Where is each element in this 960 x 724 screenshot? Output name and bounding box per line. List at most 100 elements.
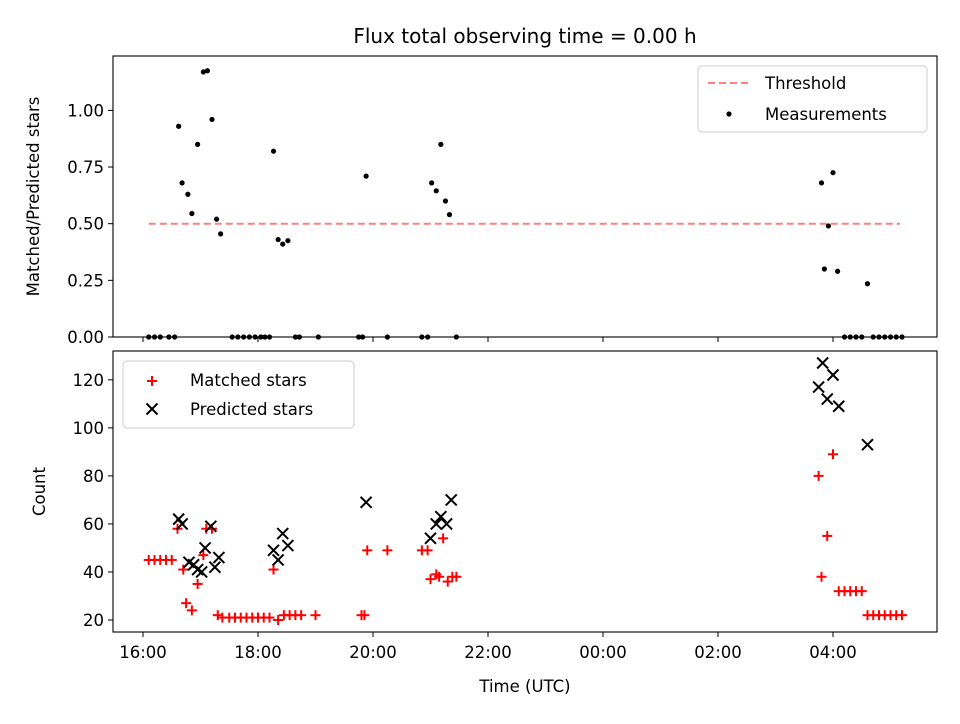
measurement-point <box>315 334 321 340</box>
predicted-star-point <box>816 356 829 370</box>
matched-star-point <box>438 533 449 544</box>
matched-star-point <box>828 449 838 460</box>
legend-measurement-swatch <box>726 111 732 117</box>
x-b <box>281 539 295 552</box>
measurement-point <box>270 148 277 154</box>
predicted-star-point <box>424 532 437 545</box>
x-tick-label: 00:00 <box>579 643 627 662</box>
measurement-point <box>446 212 453 218</box>
plot-frame <box>112 350 938 633</box>
measurement-point <box>882 334 888 340</box>
matched-star-point <box>897 610 907 621</box>
measurement-point <box>146 334 152 340</box>
predicted-star-point <box>434 510 448 523</box>
matched-star-point <box>268 564 279 575</box>
matched-star-point <box>273 614 284 625</box>
legend-predicted-label: Predicted stars <box>190 400 313 419</box>
matched-star-point <box>181 598 192 609</box>
measurement-point <box>285 238 291 244</box>
y-tick-label: 1.00 <box>67 101 104 120</box>
measurement-point <box>214 216 220 222</box>
measurement-point <box>899 334 905 340</box>
x-axis-label: Time (UTC) <box>478 677 570 696</box>
measurement-point <box>864 281 871 287</box>
x-b <box>191 563 204 576</box>
predicted-star-point <box>826 368 840 382</box>
matched-star-point <box>264 612 275 623</box>
measurement-point <box>252 334 258 340</box>
measurement-point <box>235 334 241 340</box>
legend-frame <box>697 65 928 133</box>
y-tick-label: 20 <box>83 611 104 630</box>
plot-frame <box>112 55 938 338</box>
measurement-point <box>419 334 425 340</box>
matched-star-point <box>212 610 223 621</box>
x-b <box>359 496 373 509</box>
measurement-point <box>209 116 215 123</box>
measurement-point <box>438 141 444 147</box>
measurement-point <box>218 231 224 237</box>
matched-star-point <box>425 574 436 585</box>
measurement-point <box>151 334 158 340</box>
predicted-star-point <box>208 560 222 574</box>
x-tick-label: 02:00 <box>694 643 742 662</box>
measurement-point <box>246 334 252 340</box>
predicted-star-point <box>832 400 845 413</box>
measurement-point <box>195 141 201 147</box>
x-b <box>430 517 443 531</box>
matched-star-point <box>451 571 462 582</box>
data-layer <box>146 68 905 340</box>
y-axis-label: Count <box>30 466 49 516</box>
predicted-star-point <box>204 520 218 533</box>
measurement-point <box>229 334 235 340</box>
measurement-point <box>847 334 853 340</box>
measurement-point <box>356 334 362 340</box>
measurement-point <box>841 334 848 340</box>
matched-star-point <box>296 610 307 621</box>
measurement-point <box>442 198 449 204</box>
predicted-star-point <box>212 551 226 564</box>
predicted-star-point <box>267 544 280 557</box>
matched-star-point <box>359 610 370 621</box>
x-b <box>267 544 280 557</box>
x-b <box>816 356 829 370</box>
measurement-point <box>830 170 836 176</box>
measurement-point <box>887 334 894 340</box>
legend-matched-label: Matched stars <box>190 371 307 390</box>
x-b <box>444 493 458 507</box>
measurement-point <box>859 334 865 340</box>
matched-star-point <box>442 576 453 587</box>
x-b <box>424 532 437 545</box>
measurement-point <box>258 334 264 340</box>
predicted-star-point <box>861 438 874 451</box>
measurement-point <box>157 334 163 340</box>
measurement-point <box>425 334 431 340</box>
matched-star-point <box>362 545 373 556</box>
y-tick-label: 120 <box>73 371 105 390</box>
matched-star-point <box>198 550 209 561</box>
y-axis-label: Matched/Predicted stars <box>24 97 43 297</box>
measurement-point <box>185 191 191 197</box>
predicted-star-point <box>281 539 295 552</box>
measurement-point <box>179 180 185 186</box>
predicted-star-point <box>430 517 443 531</box>
measurement-point <box>453 334 459 340</box>
y-tick-label: 80 <box>83 467 104 486</box>
measurement-point <box>433 188 439 194</box>
measurement-point <box>853 334 859 340</box>
x-tick-label: 18:00 <box>234 643 282 662</box>
measurement-point <box>296 334 302 340</box>
measurement-point <box>275 236 281 243</box>
predicted-star-point <box>812 380 825 394</box>
x-tick-label: 20:00 <box>349 643 397 662</box>
measurement-point <box>825 223 832 229</box>
x-b <box>440 517 453 531</box>
measurement-point <box>200 69 206 75</box>
matched-star-point <box>856 586 867 597</box>
legend: Matched stars Predicted stars <box>122 360 355 429</box>
x-tick-label: 16:00 <box>119 643 167 662</box>
x-b <box>175 517 189 531</box>
x-tick-label: 04:00 <box>809 643 857 662</box>
predicted-star-point <box>271 553 285 567</box>
